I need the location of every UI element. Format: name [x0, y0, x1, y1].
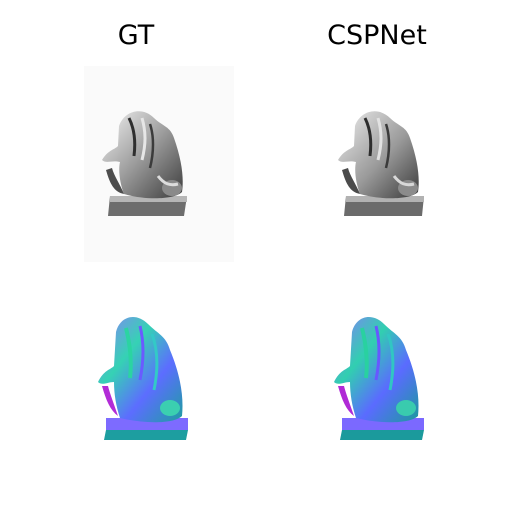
gt-shaded-render-image	[84, 66, 234, 262]
gt-normal-map-image	[84, 290, 234, 486]
cspnet-shaded-render-image	[302, 66, 452, 262]
cspnet-normal-map-image	[302, 290, 452, 486]
lion-statue-normal-map	[98, 317, 188, 440]
lion-statue-normal-map	[334, 317, 424, 440]
column-title-cspnet: CSPNet	[327, 20, 427, 51]
lion-statue-shaded-render	[102, 111, 187, 216]
lion-statue-shaded-render	[338, 111, 424, 216]
column-title-gt: GT	[117, 20, 155, 51]
